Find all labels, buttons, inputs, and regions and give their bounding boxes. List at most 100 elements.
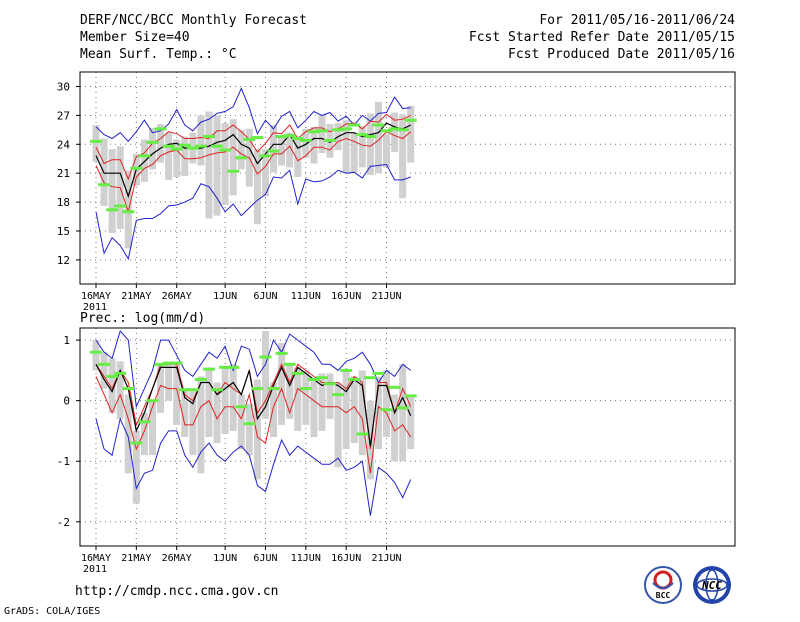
prec-ytick-label: 0 (63, 395, 70, 408)
prec-year-label: 2011 (83, 564, 107, 575)
temp-box-bar (124, 170, 132, 249)
header-member-size: Member Size=40 (80, 30, 190, 45)
prec-box-bar (358, 370, 366, 456)
temp-frame (79, 71, 736, 285)
temp-box-bar (310, 126, 318, 164)
prec-box-bar (229, 364, 237, 431)
temp-box-bar (261, 149, 269, 197)
temp-box-bar (383, 133, 391, 168)
temp-box-bar (278, 137, 286, 166)
prec-box-bar (318, 373, 326, 431)
prec-xtick-label: 1JUN (213, 553, 237, 564)
prec-xtick-label: 16MAY (81, 553, 111, 564)
prec-box-bar (366, 400, 374, 480)
temp-box-bar (237, 129, 245, 170)
prec-box-bar (92, 340, 100, 371)
temp-xtick-label: 11JUN (291, 291, 321, 302)
temp-box-bar (213, 115, 221, 216)
prec-box-bar (261, 331, 269, 419)
prec-box-bar (221, 367, 229, 434)
prec-box-bar (350, 376, 358, 444)
temp-ytick-label: 27 (57, 109, 70, 122)
temp-box-bar (140, 139, 148, 182)
prec-lower-line (95, 376, 412, 474)
temp-lower-line (95, 131, 412, 214)
temp-box-bar (221, 123, 229, 205)
temp-box-bar (108, 149, 116, 233)
prec-box-bar (205, 367, 213, 437)
temp-xtick-label: 1JUN (213, 291, 237, 302)
temp-box-bar (374, 101, 382, 174)
temp-box-bar (165, 132, 173, 180)
temp-xtick-label: 26MAY (162, 291, 192, 302)
prec-box-bar (391, 394, 399, 462)
temp-box-bar (366, 113, 374, 176)
temp-box-bar (302, 128, 310, 158)
prec-box-bar (407, 394, 415, 450)
temp-box-bar (318, 115, 326, 153)
prec-box-bar (383, 370, 391, 437)
prec-box-bar (342, 370, 350, 450)
temp-max-line (95, 87, 411, 143)
temp-box-bar (407, 105, 415, 163)
prec-box-bar (326, 373, 334, 419)
precipitation-panel: -2 -1 0 1 16MAY 21MAY 26MAY 1JUN 6JUN 11JUN 16JUN 2… (57, 327, 736, 575)
temp-box-bar (157, 124, 165, 163)
prec-ytick-label: -2 (57, 516, 70, 529)
ncc-logo: NCC (693, 566, 731, 604)
precip-panel-title: Prec.: log(mm/d) (80, 311, 205, 326)
temp-box-bar (253, 149, 261, 225)
temp-box-bar (148, 127, 156, 170)
prec-xtick-label: 16JUN (331, 553, 361, 564)
temp-year-label: 2011 (83, 302, 107, 313)
prec-box-bar (173, 364, 181, 425)
prec-box-bar (310, 379, 318, 437)
prec-box-bar (181, 391, 189, 437)
prec-box-bar (116, 361, 124, 419)
temp-ytick-label: 21 (57, 167, 70, 180)
temp-box-bar (391, 112, 399, 152)
temp-box-bar (181, 136, 189, 177)
prec-box-bar (108, 358, 116, 413)
temp-box-bar (197, 115, 205, 166)
temp-xtick-label: 16JUN (331, 291, 361, 302)
temp-ytick-label: 30 (57, 80, 70, 93)
prec-box-bar (253, 379, 261, 480)
prec-box-bar (189, 391, 197, 456)
prec-ytick-label: -1 (57, 455, 70, 468)
prec-box-bar (245, 403, 253, 456)
bcc-logo: BCC (644, 566, 682, 604)
temp-ytick-label: 15 (57, 225, 70, 238)
temp-box-bar (92, 125, 100, 162)
header-for-range: For 2011/05/16-2011/06/24 (539, 13, 735, 28)
temp-xtick-label: 21MAY (121, 291, 151, 302)
prec-box-bar (157, 364, 165, 413)
prec-max-line (95, 329, 412, 409)
prec-box-bar (100, 352, 108, 389)
prec-box-bar (334, 382, 342, 468)
ncc-logo-text: NCC (701, 579, 722, 592)
prec-box-bar (213, 382, 221, 444)
prec-box-bar (399, 364, 407, 462)
footer-url: http://cmdp.ncc.cma.gov.cn (75, 584, 279, 599)
prec-box-bar (302, 370, 310, 425)
prec-box-bar (270, 382, 278, 437)
prec-box-bar (374, 376, 382, 450)
prec-box-bar (278, 343, 286, 425)
prec-xtick-label: 26MAY (162, 553, 192, 564)
temp-xtick-label: 16MAY (81, 291, 111, 302)
prec-box-bar (140, 412, 148, 456)
temperature-panel: 12 15 18 21 24 27 30 16MAY 21MAY 26MAY 1JUN 6JUN 11J… (57, 71, 736, 313)
temp-xtick-label: 6JUN (253, 291, 277, 302)
temp-box-bar (399, 114, 407, 199)
temp-box-bar (294, 139, 302, 178)
prec-box-bar (124, 394, 132, 474)
temp-box-bar (286, 132, 294, 168)
prec-box-bar (197, 376, 205, 474)
prec-ytick-label: 1 (63, 334, 70, 347)
header-produced: Fcst Produced Date 2011/05/16 (508, 47, 735, 62)
prec-box-bar (294, 367, 302, 431)
prec-box-bar (132, 430, 140, 504)
